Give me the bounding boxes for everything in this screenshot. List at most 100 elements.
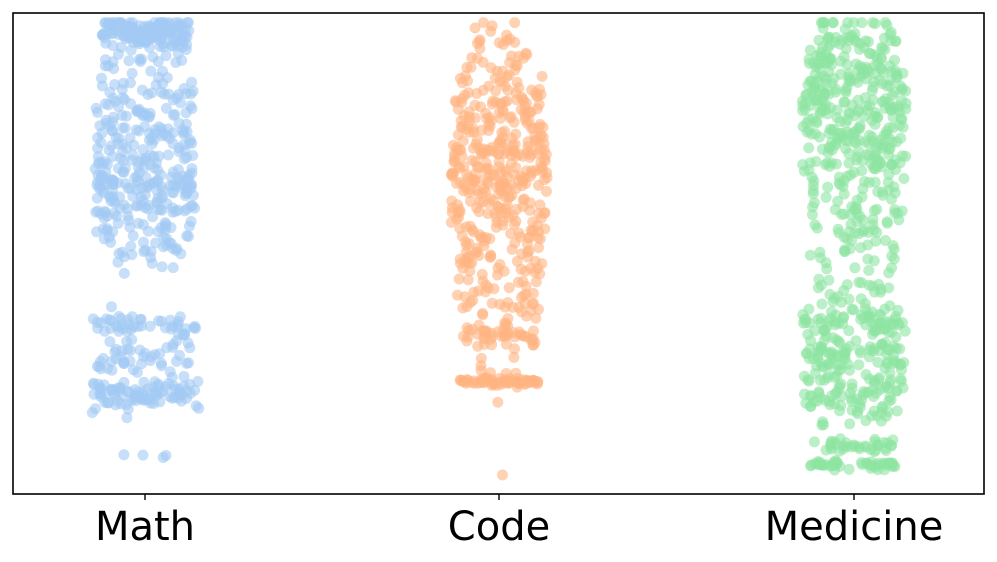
tick-label-code: Code	[448, 504, 550, 550]
data-point	[826, 136, 838, 148]
data-point	[138, 236, 149, 248]
data-point	[457, 77, 468, 89]
data-point	[844, 387, 856, 399]
data-point	[467, 294, 479, 306]
data-point	[803, 124, 815, 136]
data-point	[113, 101, 124, 113]
data-point	[863, 264, 875, 276]
data-point	[838, 96, 850, 108]
data-point	[822, 147, 834, 159]
data-point	[486, 20, 498, 32]
data-point	[186, 103, 198, 115]
data-point	[474, 34, 486, 46]
data-point	[862, 253, 874, 265]
data-point	[183, 174, 194, 185]
series-math	[86, 17, 205, 463]
data-point	[485, 333, 497, 345]
data-point	[881, 348, 893, 360]
data-point	[485, 62, 497, 74]
data-point	[840, 343, 852, 355]
data-point	[836, 131, 848, 143]
data-point	[138, 394, 150, 406]
data-point	[185, 216, 197, 227]
data-point	[125, 44, 137, 56]
data-point	[146, 138, 158, 150]
data-point	[504, 57, 516, 68]
data-point	[517, 93, 528, 105]
data-point	[497, 219, 509, 231]
data-point	[460, 257, 472, 269]
data-point	[513, 227, 525, 239]
data-point	[118, 267, 130, 279]
data-point	[845, 169, 857, 181]
data-point	[178, 371, 190, 382]
data-point	[488, 283, 500, 295]
data-point	[830, 319, 841, 331]
data-point	[869, 325, 881, 337]
data-point	[507, 209, 519, 221]
data-point	[510, 128, 522, 140]
data-point	[807, 201, 819, 213]
data-point	[887, 318, 899, 330]
data-point	[135, 320, 147, 332]
data-point	[530, 312, 542, 324]
data-point	[530, 276, 542, 288]
data-point	[160, 450, 172, 461]
data-point	[167, 35, 179, 47]
data-point	[803, 353, 815, 365]
data-point	[143, 179, 155, 191]
data-point	[883, 267, 895, 279]
data-point	[449, 95, 461, 107]
data-point	[105, 384, 117, 396]
data-point	[462, 274, 474, 286]
data-point	[118, 358, 130, 369]
data-point	[891, 385, 903, 397]
data-point	[492, 396, 504, 408]
data-point	[539, 207, 551, 219]
data-point	[139, 121, 151, 132]
data-point	[189, 384, 201, 396]
data-point	[823, 88, 835, 100]
data-point	[822, 33, 833, 45]
data-point	[471, 161, 483, 173]
data-point	[497, 131, 509, 143]
data-point	[892, 304, 904, 316]
data-point	[94, 356, 106, 368]
x-tick-labels: Math Code Medicine	[95, 504, 943, 550]
data-point	[885, 439, 897, 451]
data-point	[156, 261, 168, 273]
data-point	[119, 122, 131, 134]
data-point	[890, 164, 902, 175]
data-point	[875, 415, 887, 427]
data-point	[510, 162, 522, 173]
data-point	[118, 449, 130, 461]
data-point	[112, 162, 124, 174]
data-point	[895, 373, 907, 385]
data-point	[167, 202, 179, 214]
data-point	[446, 168, 458, 180]
data-point	[108, 207, 120, 219]
data-point	[118, 251, 130, 263]
data-point	[136, 358, 148, 370]
data-point	[869, 176, 881, 188]
data-point	[818, 70, 830, 82]
data-point	[116, 109, 128, 121]
data-point	[495, 98, 507, 110]
data-point	[886, 193, 897, 205]
data-point	[182, 337, 194, 349]
data-point	[449, 156, 460, 168]
data-point	[100, 98, 111, 110]
data-point	[834, 179, 846, 191]
data-point	[459, 89, 471, 101]
data-point	[867, 153, 879, 165]
data-point	[541, 185, 552, 197]
data-point	[472, 340, 484, 352]
data-point	[856, 17, 868, 29]
data-point	[814, 456, 826, 468]
data-point	[849, 262, 861, 274]
data-point	[869, 118, 881, 130]
data-point	[878, 32, 890, 44]
data-point	[489, 72, 501, 84]
data-point	[803, 53, 815, 65]
data-point	[875, 317, 887, 329]
